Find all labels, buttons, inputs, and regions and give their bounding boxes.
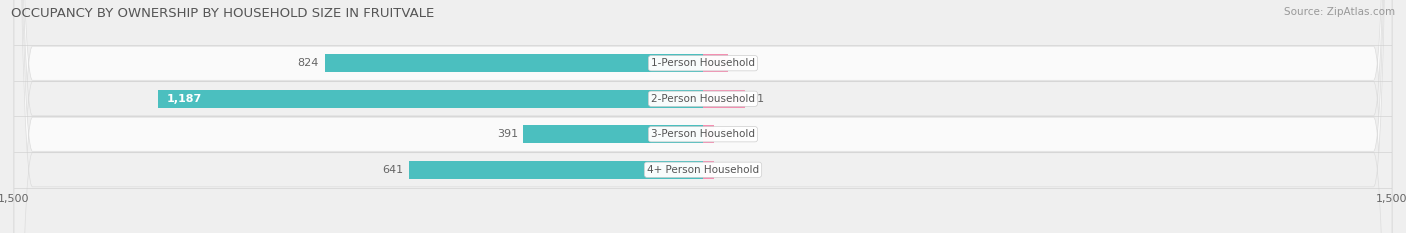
FancyBboxPatch shape: [14, 0, 1392, 233]
Text: 54: 54: [734, 58, 748, 68]
Text: 91: 91: [751, 94, 765, 104]
Bar: [703, 125, 714, 144]
Text: 2-Person Household: 2-Person Household: [651, 94, 755, 104]
FancyBboxPatch shape: [14, 0, 1392, 233]
Text: 641: 641: [382, 165, 404, 175]
Bar: [523, 125, 703, 144]
Text: 391: 391: [496, 129, 517, 139]
Bar: [703, 89, 745, 108]
Text: 3-Person Household: 3-Person Household: [651, 129, 755, 139]
FancyBboxPatch shape: [14, 0, 1392, 233]
Text: 4+ Person Household: 4+ Person Household: [647, 165, 759, 175]
Text: Source: ZipAtlas.com: Source: ZipAtlas.com: [1284, 7, 1395, 17]
Text: OCCUPANCY BY OWNERSHIP BY HOUSEHOLD SIZE IN FRUITVALE: OCCUPANCY BY OWNERSHIP BY HOUSEHOLD SIZE…: [11, 7, 434, 20]
Bar: [703, 54, 728, 72]
Bar: [157, 89, 703, 108]
Text: 24: 24: [720, 129, 734, 139]
Text: 25: 25: [720, 165, 734, 175]
Bar: [703, 161, 714, 179]
Bar: [325, 54, 703, 72]
Text: 1,187: 1,187: [167, 94, 202, 104]
Text: 1-Person Household: 1-Person Household: [651, 58, 755, 68]
Text: 824: 824: [298, 58, 319, 68]
Bar: [409, 161, 703, 179]
FancyBboxPatch shape: [14, 0, 1392, 233]
